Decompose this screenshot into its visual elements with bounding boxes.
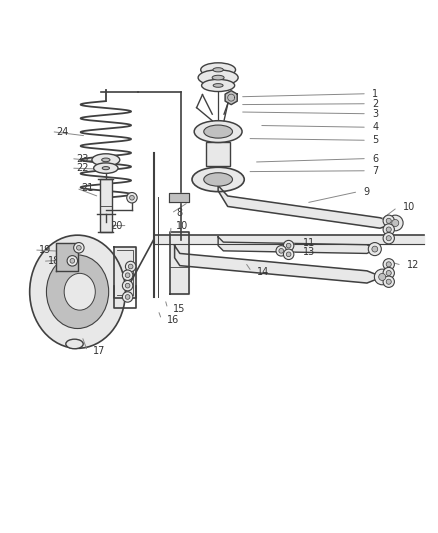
- Text: 1: 1: [372, 88, 378, 99]
- Circle shape: [70, 259, 75, 263]
- Ellipse shape: [102, 158, 110, 161]
- Polygon shape: [225, 91, 237, 104]
- Polygon shape: [56, 243, 78, 271]
- Text: 11: 11: [303, 238, 315, 248]
- Circle shape: [392, 220, 399, 227]
- Circle shape: [125, 261, 136, 272]
- Text: 20: 20: [110, 221, 123, 231]
- Circle shape: [130, 196, 134, 200]
- Ellipse shape: [213, 68, 223, 72]
- Circle shape: [279, 248, 283, 253]
- Ellipse shape: [102, 167, 110, 169]
- Circle shape: [383, 232, 394, 244]
- Text: 23: 23: [76, 154, 88, 164]
- Ellipse shape: [66, 339, 83, 349]
- Text: 22: 22: [76, 163, 89, 173]
- Circle shape: [125, 284, 130, 288]
- Text: 8: 8: [177, 208, 183, 219]
- Circle shape: [386, 227, 391, 232]
- Circle shape: [127, 192, 137, 203]
- Ellipse shape: [213, 84, 223, 87]
- Text: 3: 3: [372, 109, 378, 119]
- Circle shape: [276, 246, 286, 256]
- Text: 17: 17: [93, 346, 105, 357]
- Circle shape: [122, 280, 133, 291]
- Bar: [100, 180, 112, 232]
- Circle shape: [283, 249, 294, 260]
- Text: 10: 10: [177, 221, 189, 231]
- Ellipse shape: [212, 75, 224, 80]
- Polygon shape: [170, 192, 188, 202]
- Circle shape: [386, 218, 391, 223]
- Text: 19: 19: [39, 245, 52, 255]
- Text: 16: 16: [167, 314, 179, 325]
- Circle shape: [372, 246, 378, 252]
- Circle shape: [67, 256, 78, 266]
- Circle shape: [388, 215, 403, 231]
- Circle shape: [379, 273, 386, 280]
- Ellipse shape: [198, 70, 238, 85]
- Ellipse shape: [30, 235, 125, 349]
- Ellipse shape: [201, 79, 235, 92]
- Polygon shape: [175, 246, 382, 283]
- Circle shape: [386, 279, 391, 284]
- Text: 12: 12: [407, 260, 420, 270]
- Ellipse shape: [64, 273, 95, 310]
- Text: 21: 21: [81, 183, 94, 193]
- Text: 13: 13: [303, 247, 315, 257]
- Polygon shape: [114, 247, 136, 298]
- Ellipse shape: [194, 120, 242, 142]
- Circle shape: [122, 292, 133, 302]
- Circle shape: [283, 240, 294, 251]
- Circle shape: [286, 243, 291, 248]
- Ellipse shape: [192, 167, 244, 192]
- Text: 9: 9: [364, 187, 370, 197]
- Polygon shape: [218, 237, 375, 254]
- Ellipse shape: [204, 173, 233, 186]
- Circle shape: [383, 276, 394, 287]
- Circle shape: [77, 245, 81, 250]
- Circle shape: [383, 268, 394, 279]
- Circle shape: [386, 236, 391, 241]
- Text: 18: 18: [48, 256, 60, 266]
- Text: 4: 4: [372, 122, 378, 132]
- Text: 7: 7: [372, 166, 378, 176]
- Text: 24: 24: [57, 126, 69, 136]
- Text: 2: 2: [372, 99, 378, 109]
- Ellipse shape: [46, 255, 109, 328]
- Text: 6: 6: [372, 154, 378, 164]
- Polygon shape: [218, 185, 395, 228]
- Text: 14: 14: [257, 266, 269, 277]
- Circle shape: [125, 273, 130, 278]
- Text: 5: 5: [372, 135, 378, 146]
- Circle shape: [125, 295, 130, 300]
- Circle shape: [383, 215, 394, 227]
- Text: 10: 10: [403, 203, 415, 212]
- Polygon shape: [170, 232, 189, 294]
- Circle shape: [74, 243, 84, 253]
- Circle shape: [374, 269, 390, 285]
- Circle shape: [383, 224, 394, 235]
- Circle shape: [122, 270, 133, 280]
- Text: 15: 15: [173, 304, 185, 314]
- Circle shape: [368, 243, 381, 256]
- Ellipse shape: [92, 154, 120, 166]
- Circle shape: [383, 259, 394, 270]
- Circle shape: [386, 270, 391, 276]
- Circle shape: [386, 262, 391, 267]
- Ellipse shape: [94, 163, 118, 173]
- Bar: [206, 142, 230, 166]
- Ellipse shape: [204, 125, 233, 138]
- Circle shape: [286, 252, 291, 257]
- Circle shape: [128, 264, 133, 269]
- Ellipse shape: [201, 63, 236, 77]
